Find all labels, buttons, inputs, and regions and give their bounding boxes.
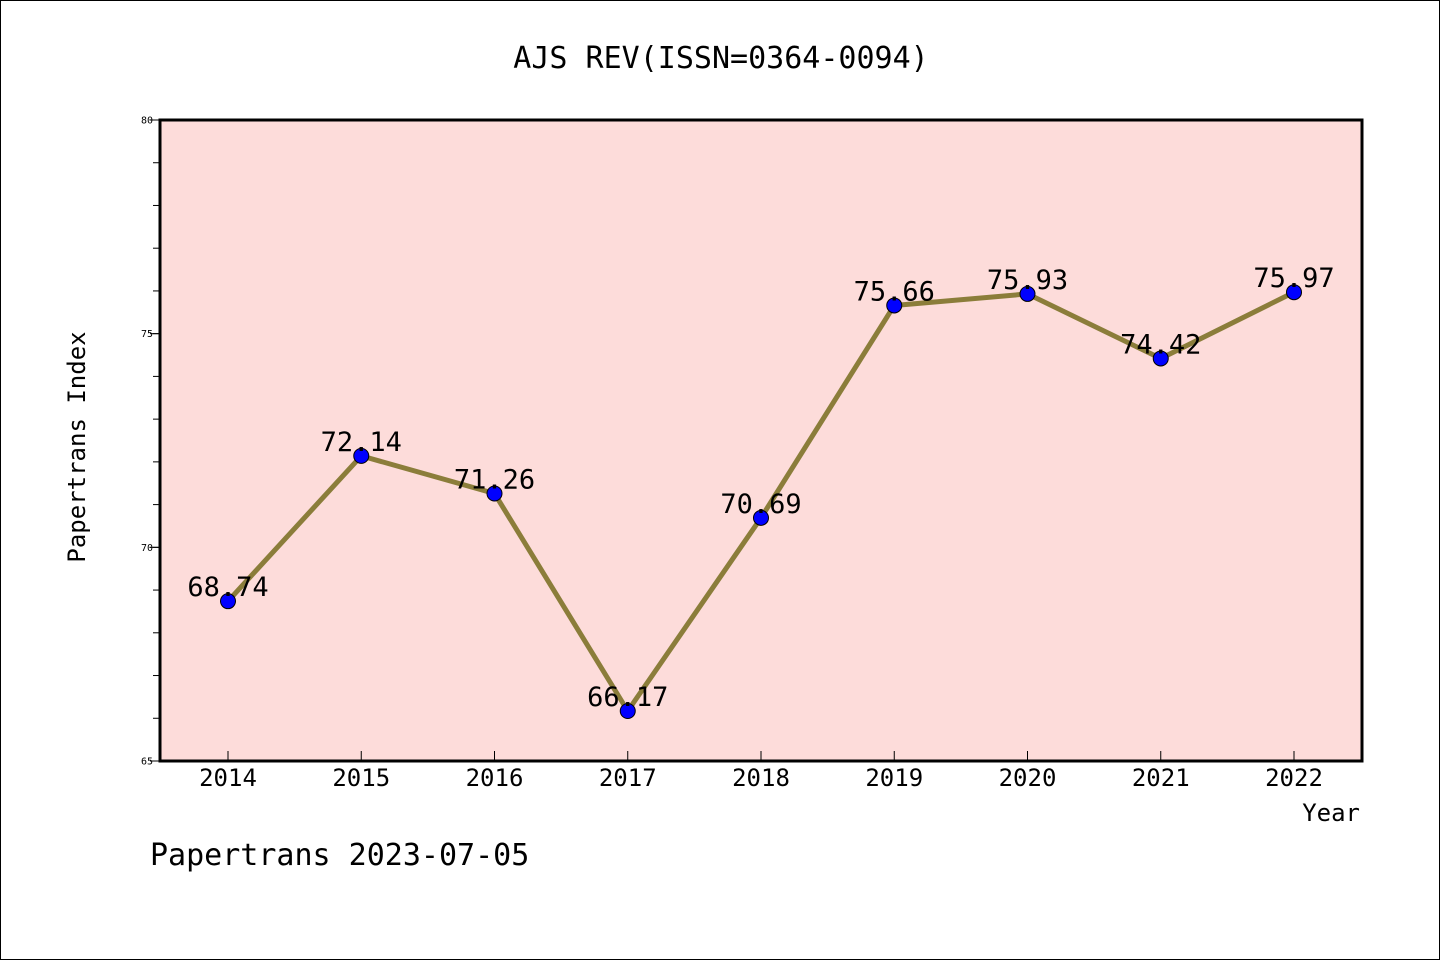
x-tick-label: 2014: [199, 764, 257, 792]
y-tick-label: 75: [141, 329, 153, 340]
data-label: 70.69: [720, 489, 801, 520]
y-tick-label: 65: [141, 757, 153, 768]
plot-area: [160, 120, 1362, 761]
y-axis-label: Papertrans Index: [63, 331, 91, 562]
x-tick-label: 2022: [1265, 764, 1323, 792]
x-tick-label: 2016: [466, 764, 524, 792]
data-label: 66.17: [587, 682, 668, 713]
x-tick-label: 2015: [332, 764, 390, 792]
data-label: 71.26: [454, 464, 535, 495]
data-label: 75.93: [987, 265, 1068, 296]
data-label: 68.74: [187, 572, 268, 603]
x-tick-label: 2020: [999, 764, 1057, 792]
y-tick-label: 70: [141, 543, 153, 554]
data-point: [753, 509, 769, 526]
x-tick-label: 2021: [1132, 764, 1190, 792]
footer-text: Papertrans 2023-07-05: [150, 838, 529, 873]
x-axis-label: Year: [1302, 799, 1360, 827]
x-tick-label: 2018: [732, 764, 790, 792]
data-point: [1019, 285, 1036, 302]
data-point: [220, 593, 236, 610]
data-label: 72.14: [321, 427, 402, 458]
data-point: [1286, 284, 1302, 301]
data-point: [886, 297, 903, 314]
data-label: 75.97: [1253, 263, 1334, 294]
y-axis: 65 70 75 80: [141, 116, 160, 768]
x-axis: 2014 2015 2016 2017 2018 2019 2020 2021 2022: [199, 751, 1323, 792]
data-point: [353, 447, 370, 464]
chart-title: AJS REV(ISSN=0364-0094): [513, 41, 928, 76]
data-label: 74.42: [1120, 329, 1201, 360]
x-tick-label: 2017: [599, 764, 657, 792]
y-tick-label: 80: [141, 116, 153, 127]
data-point: [486, 485, 503, 502]
data-series: 68.74 72.14 71.26 66.17 70.69 75.66 75.93 74.42…: [187, 263, 1335, 720]
data-label: 75.66: [854, 276, 935, 307]
plot-frame: [158, 118, 1364, 763]
data-point: [619, 703, 636, 720]
data-point: [1152, 350, 1169, 367]
x-tick-label: 2019: [865, 764, 923, 792]
